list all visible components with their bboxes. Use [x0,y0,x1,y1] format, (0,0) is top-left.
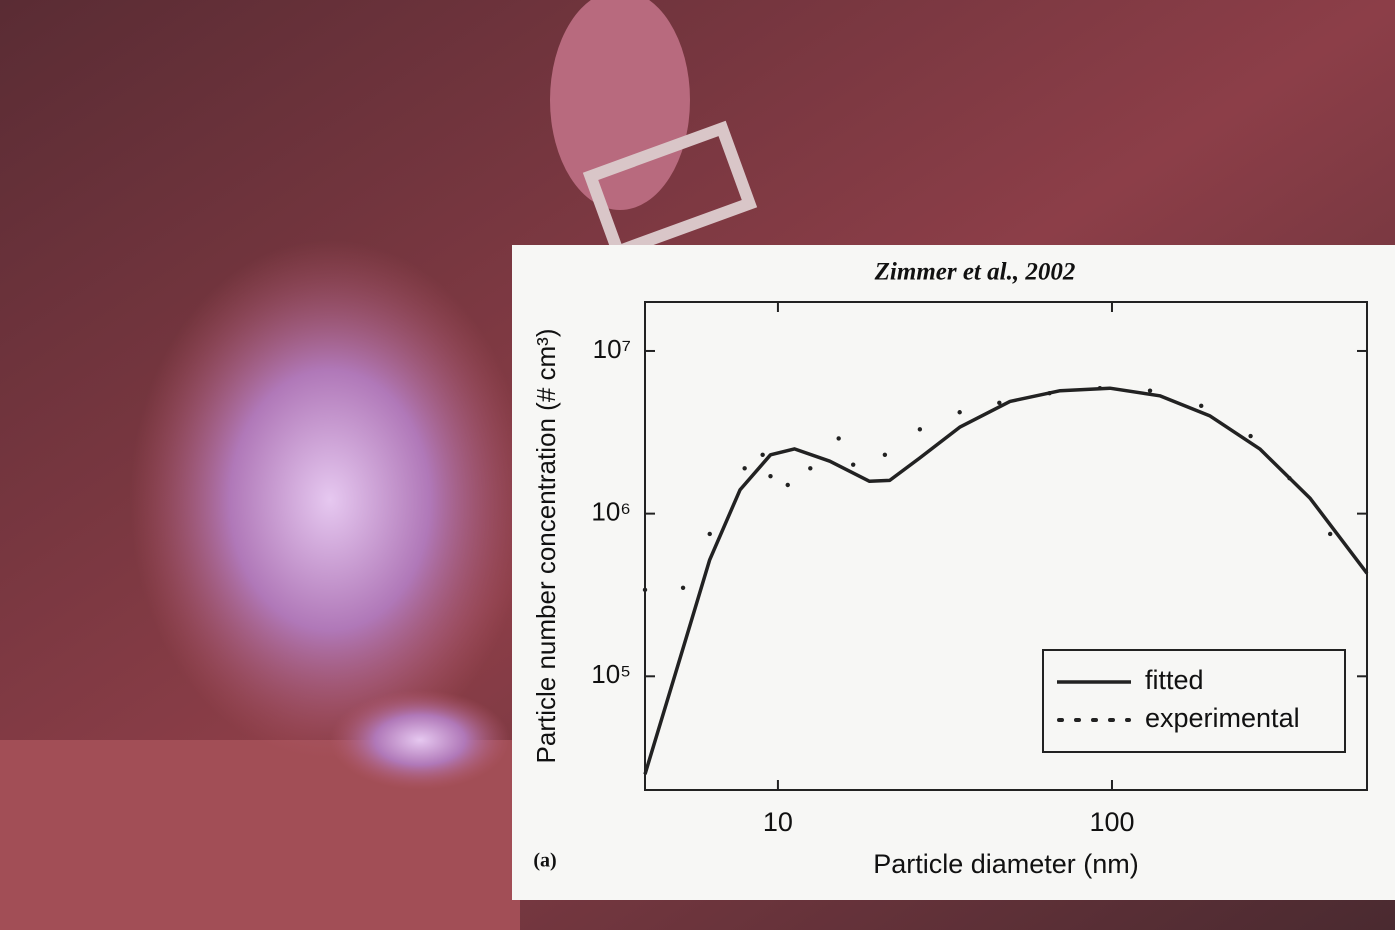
data-point [957,410,961,414]
data-point [883,453,887,457]
data-point [1328,532,1332,536]
data-point [1199,404,1203,408]
data-point [1148,388,1152,392]
data-point [681,586,685,590]
data-point [786,483,790,487]
photo-arc [330,690,510,790]
data-point [836,436,840,440]
data-point [1248,434,1252,438]
data-point [643,588,647,592]
x-axis-label: Particle diameter (nm) [873,849,1139,879]
photo-figure [550,0,690,210]
legend-label: fitted [1145,665,1204,695]
page: Zimmer et al., 2002 (a) Particle diamete… [0,0,1395,930]
x-tick-label: 100 [1089,807,1134,837]
figure: Zimmer et al., 2002 (a) Particle diamete… [0,0,1395,930]
data-point [760,453,764,457]
data-point [1047,391,1051,395]
data-point [708,532,712,536]
data-point [808,466,812,470]
data-point [1287,476,1291,480]
y-tick-label: 10⁶ [591,497,631,527]
data-point [918,427,922,431]
data-point [997,401,1001,405]
photo-sparks [130,240,530,760]
data-point [851,462,855,466]
data-point [768,474,772,478]
data-point [742,466,746,470]
y-axis-label: Particle number concentration (# cm³) [531,329,561,764]
y-tick-label: 10⁷ [593,334,631,364]
panel-label: (a) [533,850,556,872]
y-tick-label: 10⁵ [591,659,631,689]
data-point [1098,386,1102,390]
legend-label: experimental [1145,703,1300,733]
chart-title: Zimmer et al., 2002 [874,259,1076,286]
x-tick-label: 10 [763,807,793,837]
